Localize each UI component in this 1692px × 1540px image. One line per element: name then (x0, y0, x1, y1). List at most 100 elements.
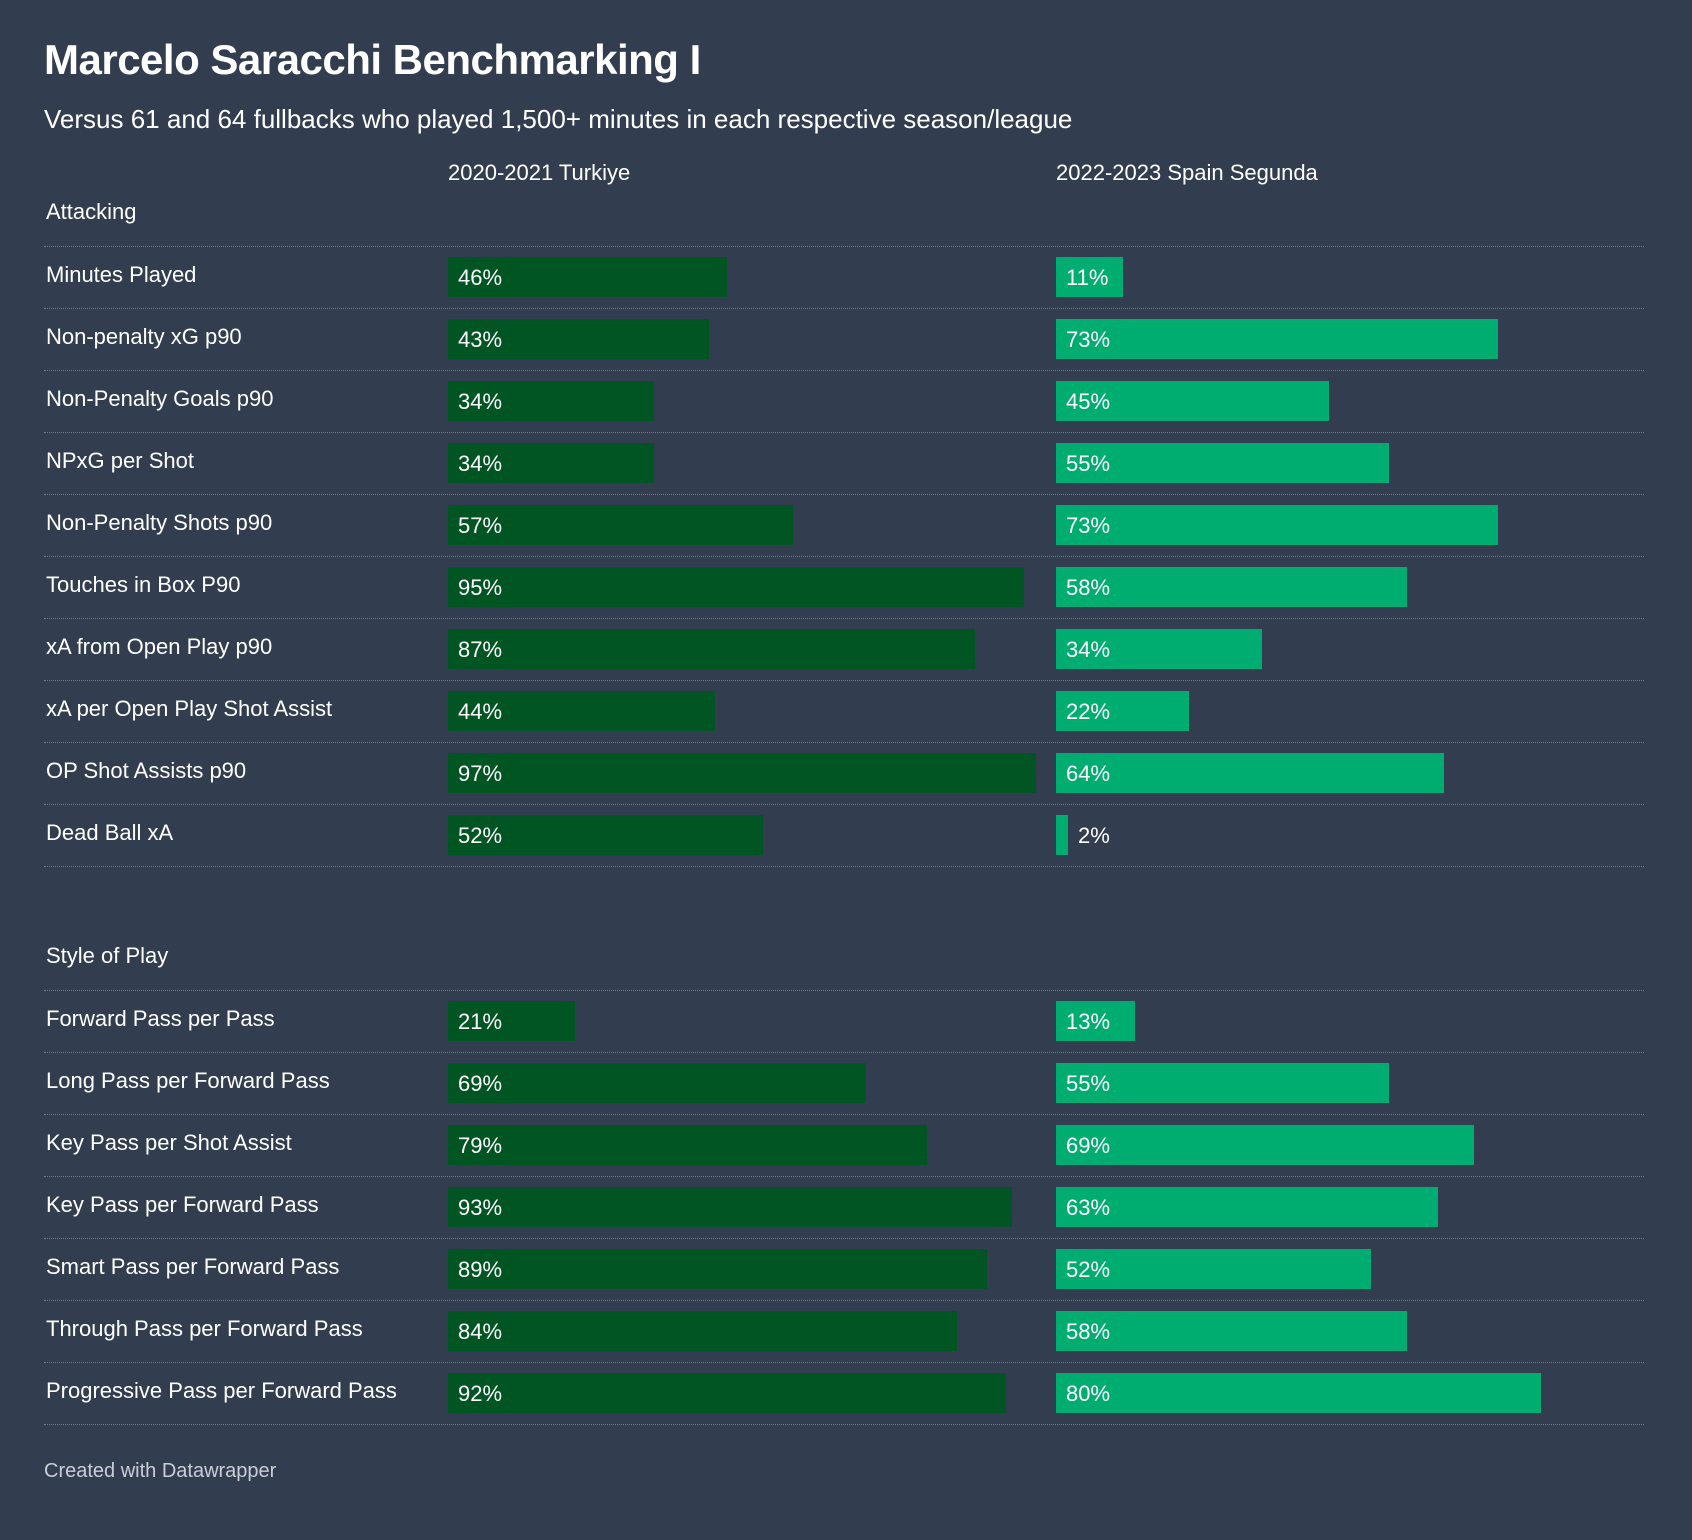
bar-non-penalty-shots-p90-series-2 (1056, 505, 1498, 545)
value-label-npxg-per-shot-series-2: 55% (1066, 451, 1111, 476)
value-label-key-pass-per-shot-assist-series-2: 69% (1066, 1133, 1111, 1158)
row-divider (44, 1238, 1644, 1239)
section-divider (44, 990, 1644, 991)
row-label-forward-pass-per-pass: Forward Pass per Pass (46, 1006, 275, 1031)
row-divider (44, 1176, 1644, 1177)
bar-non-penalty-shots-p90-series-1 (448, 505, 793, 545)
row-label-key-pass-per-shot-assist: Key Pass per Shot Assist (46, 1130, 292, 1155)
chart-subtitle: Versus 61 and 64 fullbacks who played 1,… (44, 104, 1073, 134)
bar-non-penalty-goals-p90-series-1 (448, 381, 654, 421)
row-label-non-penalty-shots-p90: Non-Penalty Shots p90 (46, 510, 273, 535)
bar-touches-in-box-p90-series-2 (1056, 567, 1407, 607)
row-label-long-pass-per-forward-pass: Long Pass per Forward Pass (46, 1068, 330, 1093)
value-label-non-penalty-shots-p90-series-1: 57% (458, 513, 503, 538)
bar-forward-pass-per-pass-series-2 (1056, 1001, 1135, 1041)
row-divider (44, 494, 1644, 495)
value-label-dead-ball-xa-series-2: 2% (1078, 823, 1110, 848)
bar-long-pass-per-forward-pass-series-2 (1056, 1063, 1389, 1103)
bar-xa-from-open-play-p90-series-2 (1056, 629, 1262, 669)
value-label-key-pass-per-shot-assist-series-1: 79% (458, 1133, 503, 1158)
chart-title: Marcelo Saracchi Benchmarking I (44, 36, 701, 83)
bar-npxg-per-shot-series-2 (1056, 443, 1389, 483)
section-title-attacking: Attacking (46, 199, 137, 224)
bar-non-penalty-xg-p90-series-1 (448, 319, 709, 359)
bar-op-shot-assists-p90-series-2 (1056, 753, 1444, 793)
row-divider (44, 308, 1644, 309)
row-label-minutes-played: Minutes Played (46, 262, 197, 287)
bar-op-shot-assists-p90-series-1 (448, 753, 1036, 793)
bar-smart-pass-per-forward-pass-series-2 (1056, 1249, 1371, 1289)
value-label-dead-ball-xa-series-1: 52% (458, 823, 503, 848)
value-label-progressive-pass-per-forward-pass-series-1: 92% (458, 1381, 503, 1406)
row-label-key-pass-per-forward-pass: Key Pass per Forward Pass (46, 1192, 319, 1217)
value-label-xa-per-open-play-shot-assist-series-2: 22% (1066, 699, 1111, 724)
value-label-xa-per-open-play-shot-assist-series-1: 44% (458, 699, 503, 724)
bar-xa-per-open-play-shot-assist-series-1 (448, 691, 715, 731)
bar-progressive-pass-per-forward-pass-series-2 (1056, 1373, 1541, 1413)
value-label-through-pass-per-forward-pass-series-2: 58% (1066, 1319, 1111, 1344)
value-label-key-pass-per-forward-pass-series-1: 93% (458, 1195, 503, 1220)
section-title-style-of-play: Style of Play (46, 943, 169, 968)
row-label-non-penalty-xg-p90: Non-penalty xG p90 (46, 324, 242, 349)
value-label-forward-pass-per-pass-series-1: 21% (458, 1009, 503, 1034)
row-label-xa-per-open-play-shot-assist: xA per Open Play Shot Assist (46, 696, 333, 721)
row-label-xa-from-open-play-p90: xA from Open Play p90 (46, 634, 273, 659)
row-divider (44, 432, 1644, 433)
column-header-turkiye: 2020-2021 Turkiye (448, 160, 631, 185)
bar-progressive-pass-per-forward-pass-series-1 (448, 1373, 1006, 1413)
bar-through-pass-per-forward-pass-series-1 (448, 1311, 957, 1351)
row-divider (44, 1300, 1644, 1301)
row-label-progressive-pass-per-forward-pass: Progressive Pass per Forward Pass (46, 1378, 397, 1403)
row-label-through-pass-per-forward-pass: Through Pass per Forward Pass (46, 1316, 363, 1341)
row-label-dead-ball-xa: Dead Ball xA (46, 820, 174, 845)
value-label-touches-in-box-p90-series-1: 95% (458, 575, 503, 600)
value-label-minutes-played-series-2: 11% (1066, 265, 1109, 290)
row-label-smart-pass-per-forward-pass: Smart Pass per Forward Pass (46, 1254, 340, 1279)
value-label-non-penalty-xg-p90-series-1: 43% (458, 327, 503, 352)
bar-long-pass-per-forward-pass-series-1 (448, 1063, 866, 1103)
value-label-key-pass-per-forward-pass-series-2: 63% (1066, 1195, 1111, 1220)
bar-non-penalty-goals-p90-series-2 (1056, 381, 1329, 421)
bar-key-pass-per-forward-pass-series-2 (1056, 1187, 1438, 1227)
row-divider (44, 804, 1644, 805)
bar-non-penalty-xg-p90-series-2 (1056, 319, 1498, 359)
row-divider (44, 1362, 1644, 1363)
footer-credit: Created with Datawrapper (44, 1460, 277, 1482)
row-label-op-shot-assists-p90: OP Shot Assists p90 (46, 758, 247, 783)
value-label-xa-from-open-play-p90-series-1: 87% (458, 637, 503, 662)
value-label-non-penalty-goals-p90-series-2: 45% (1066, 389, 1111, 414)
row-divider (44, 618, 1644, 619)
bar-dead-ball-xa-series-2 (1056, 815, 1068, 855)
bar-minutes-played-series-2 (1056, 257, 1123, 297)
value-label-progressive-pass-per-forward-pass-series-2: 80% (1066, 1381, 1111, 1406)
row-label-npxg-per-shot: NPxG per Shot (46, 448, 194, 473)
bar-key-pass-per-shot-assist-series-2 (1056, 1125, 1474, 1165)
value-label-touches-in-box-p90-series-2: 58% (1066, 575, 1111, 600)
bar-touches-in-box-p90-series-1 (448, 567, 1024, 607)
bar-key-pass-per-forward-pass-series-1 (448, 1187, 1012, 1227)
row-divider (44, 1424, 1644, 1425)
bar-xa-per-open-play-shot-assist-series-2 (1056, 691, 1189, 731)
row-divider (44, 1052, 1644, 1053)
bar-dead-ball-xa-series-1 (448, 815, 763, 855)
value-label-forward-pass-per-pass-series-2: 13% (1066, 1009, 1111, 1034)
row-divider (44, 370, 1644, 371)
value-label-op-shot-assists-p90-series-1: 97% (458, 761, 503, 786)
value-label-xa-from-open-play-p90-series-2: 34% (1066, 637, 1111, 662)
value-label-minutes-played-series-1: 46% (458, 265, 503, 290)
bar-forward-pass-per-pass-series-1 (448, 1001, 575, 1041)
row-divider (44, 866, 1644, 867)
row-divider (44, 742, 1644, 743)
bar-minutes-played-series-1 (448, 257, 727, 297)
bar-smart-pass-per-forward-pass-series-1 (448, 1249, 987, 1289)
value-label-smart-pass-per-forward-pass-series-1: 89% (458, 1257, 503, 1282)
row-divider (44, 680, 1644, 681)
row-divider (44, 1114, 1644, 1115)
row-label-non-penalty-goals-p90: Non-Penalty Goals p90 (46, 386, 274, 411)
column-header-spain-segunda: 2022-2023 Spain Segunda (1056, 160, 1318, 185)
value-label-op-shot-assists-p90-series-2: 64% (1066, 761, 1111, 786)
row-divider (44, 556, 1644, 557)
bar-through-pass-per-forward-pass-series-2 (1056, 1311, 1407, 1351)
bar-key-pass-per-shot-assist-series-1 (448, 1125, 927, 1165)
